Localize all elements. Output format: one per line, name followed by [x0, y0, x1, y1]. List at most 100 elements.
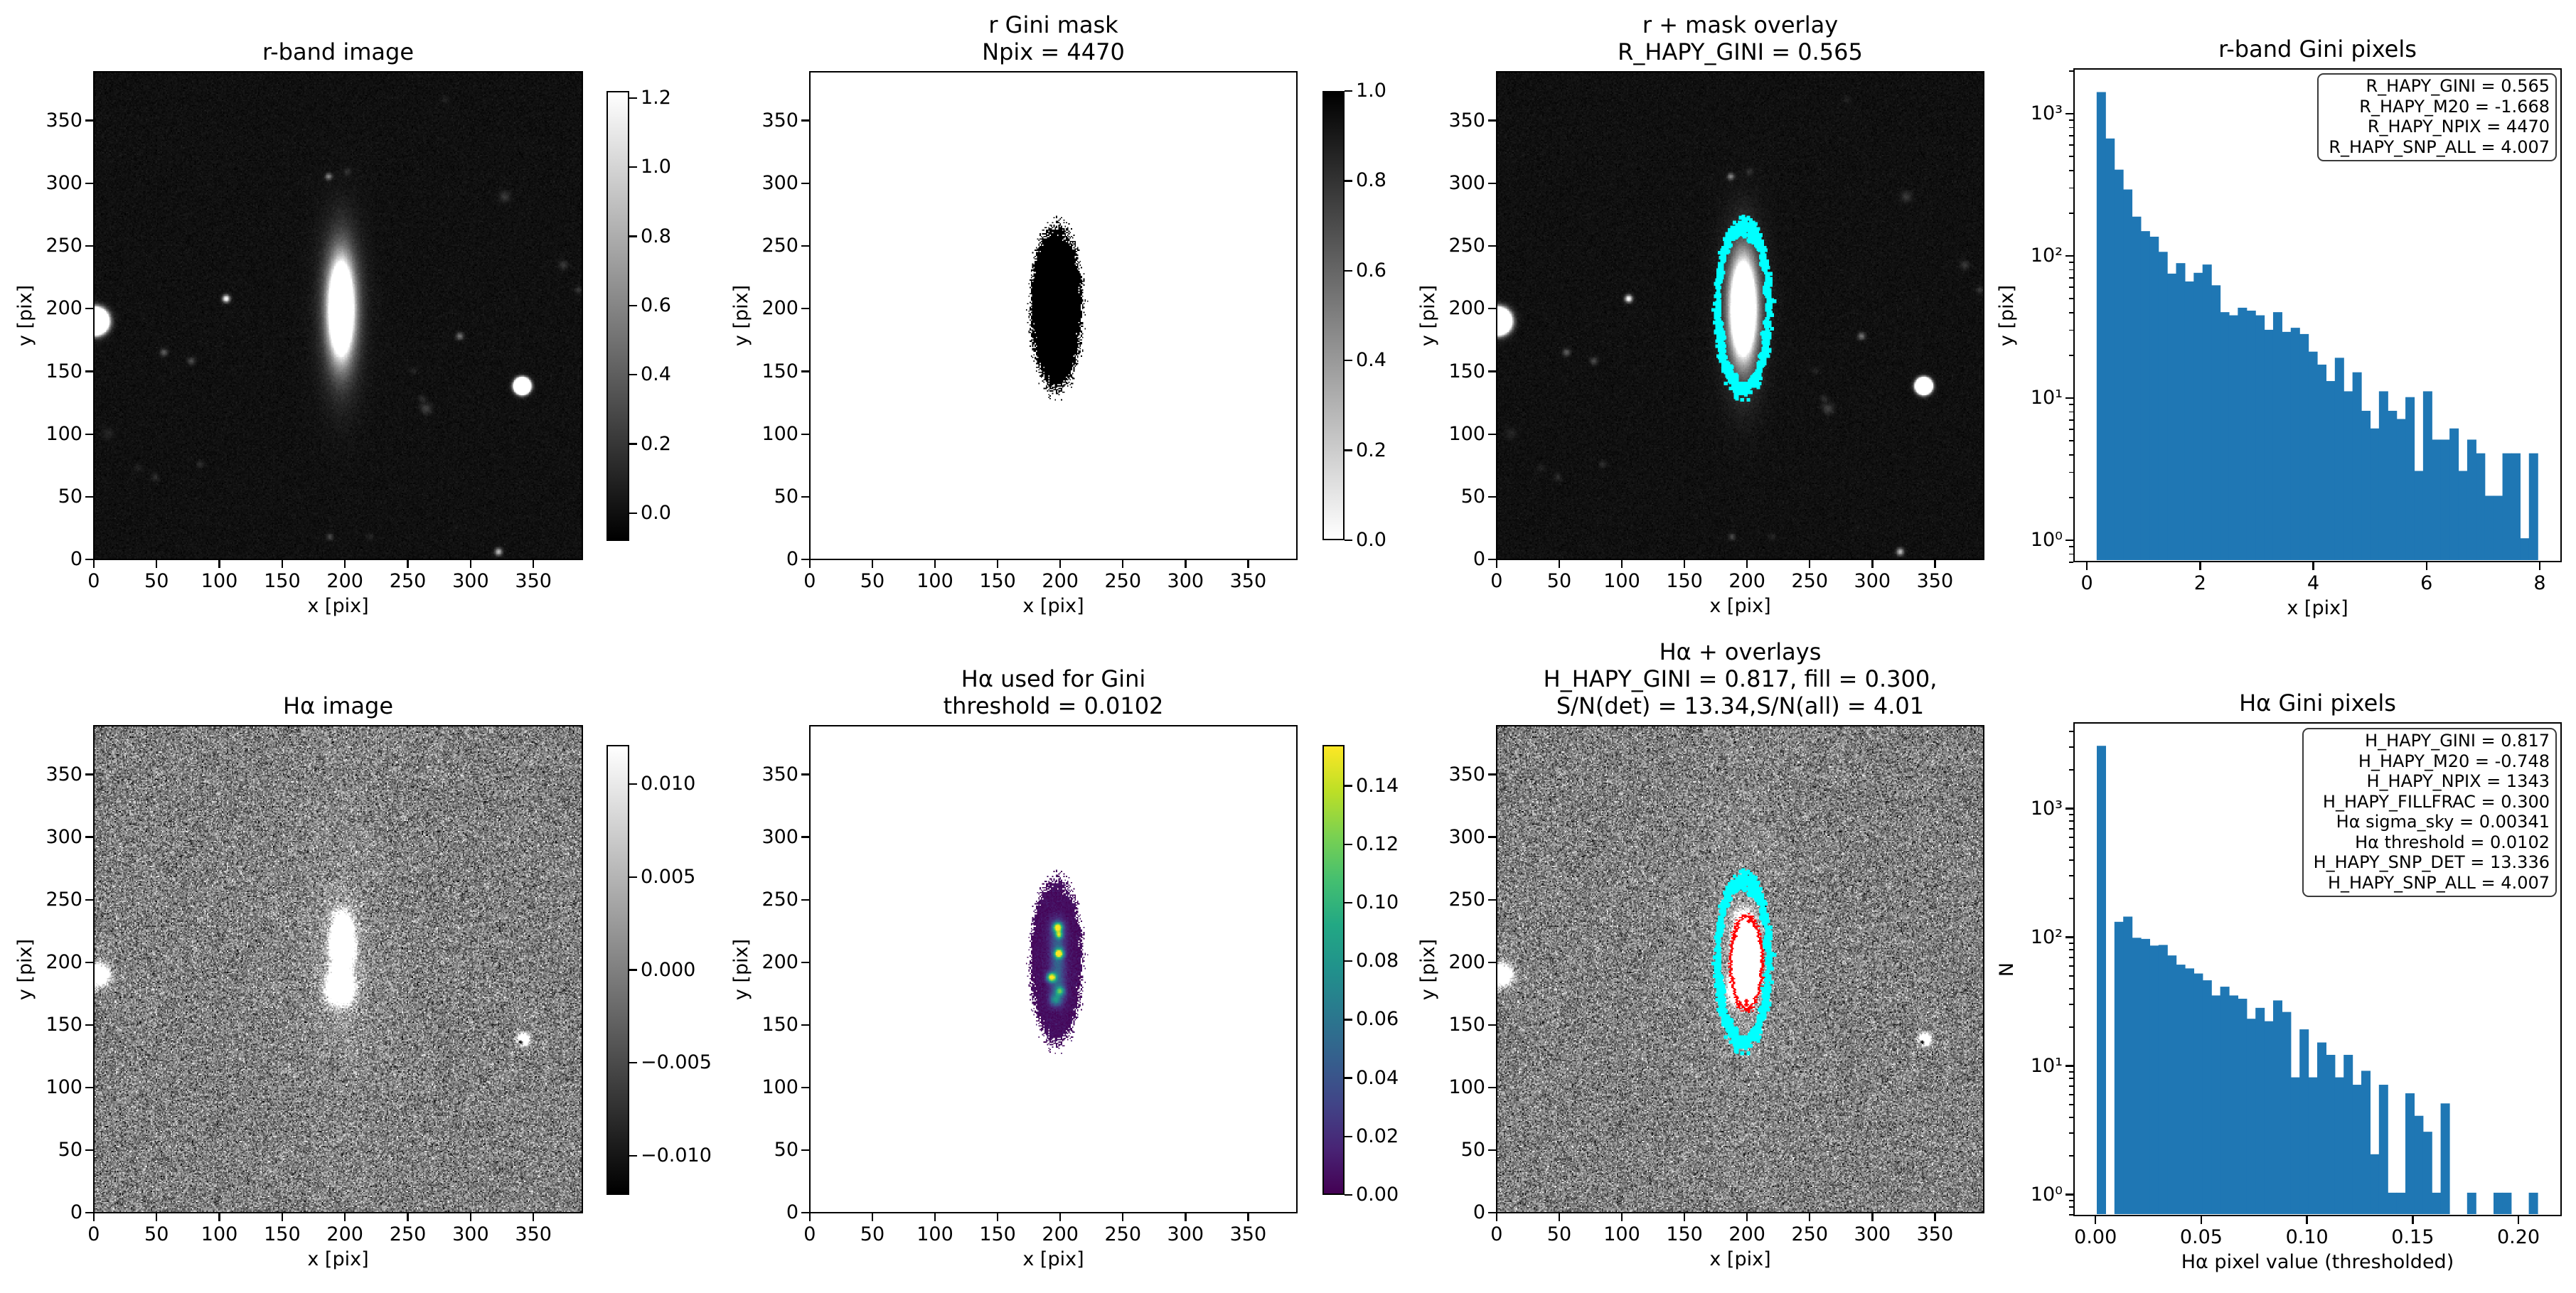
- x-axis-label: x [pix]: [1022, 1248, 1084, 1270]
- x-tick-label: 100: [201, 1223, 238, 1245]
- x-tick: [2412, 1216, 2414, 1224]
- x-tick: [281, 1213, 284, 1221]
- y-tick-label: 250: [1448, 235, 1485, 257]
- title-line: R_HAPY_GINI = 0.565: [1618, 38, 1863, 65]
- colorbar-tick-label: 0.005: [641, 865, 696, 888]
- y-tick-label: 50: [1460, 485, 1485, 508]
- stats-textbox: R_HAPY_GINI = 0.565 R_HAPY_M20 = -1.668 R_…: [2317, 73, 2557, 161]
- x-tick-label: 100: [1603, 570, 1640, 592]
- histogram-bar: [2308, 351, 2318, 560]
- histogram-bar: [2449, 428, 2459, 560]
- x-tick-label: 4: [2307, 572, 2320, 594]
- x-axis-label: Hα pixel value (thresholded): [2181, 1251, 2454, 1273]
- histogram-bar: [2299, 333, 2309, 560]
- histogram-bar: [2511, 453, 2521, 560]
- histogram-bar: [2388, 410, 2398, 560]
- y-tick: [1488, 1024, 1496, 1026]
- x-tick-label: 300: [1167, 570, 1204, 592]
- x-tick: [934, 560, 936, 568]
- y-tick-label: 0: [786, 548, 798, 571]
- colorbar-tick-label: 0.0: [1356, 529, 1386, 551]
- y-minor-tick: [2069, 1116, 2073, 1118]
- x-tick-label: 2: [2193, 572, 2206, 594]
- colorbar-tick-label: 0.06: [1356, 1008, 1399, 1031]
- x-tick-label: 0: [87, 1223, 100, 1245]
- y-tick: [801, 836, 809, 838]
- y-minor-tick: [2069, 1213, 2073, 1216]
- histogram-bar: [2352, 372, 2362, 560]
- y-axis-label: y [pix]: [1417, 284, 1439, 347]
- x-tick-label: 100: [1603, 1223, 1640, 1245]
- y-tick-label: 100: [1448, 1075, 1485, 1098]
- y-tick: [85, 1149, 93, 1152]
- y-tick: [1488, 182, 1496, 185]
- x-axis-label: x [pix]: [307, 1248, 369, 1270]
- x-tick-label: 250: [389, 1223, 427, 1245]
- y-tick-label: 200: [1448, 297, 1485, 320]
- y-tick: [801, 245, 809, 247]
- y-tick: [801, 370, 809, 372]
- x-tick: [407, 560, 409, 568]
- y-minor-tick: [2069, 156, 2073, 158]
- panel-title: Hα + overlays H_HAPY_GINI = 0.817, fill =…: [1243, 638, 2238, 719]
- x-tick-label: 50: [144, 570, 169, 592]
- stats-line: H_HAPY_NPIX = 1343: [2366, 771, 2550, 791]
- x-tick-label: 250: [1104, 570, 1142, 592]
- histogram-bar: [2290, 328, 2300, 560]
- histogram-bar: [2290, 1077, 2300, 1214]
- histogram-bar: [2432, 439, 2442, 560]
- ha-gini-image: [811, 726, 1296, 1212]
- colorbar-tick: [1345, 539, 1352, 542]
- x-tick: [2199, 562, 2201, 570]
- y-minor-tick: [2069, 975, 2073, 977]
- x-tick: [344, 560, 346, 568]
- x-tick-label: 50: [1546, 570, 1572, 592]
- x-tick: [469, 1213, 472, 1221]
- x-tick: [1934, 560, 1936, 568]
- y-axis-label: y [pix]: [1996, 284, 2018, 346]
- x-tick: [2425, 562, 2427, 570]
- x-tick: [533, 560, 535, 568]
- stats-line: H_HAPY_FILLFRAC = 0.300: [2322, 791, 2550, 812]
- colorbar-tick: [629, 304, 637, 307]
- x-tick-label: 50: [860, 1223, 885, 1245]
- x-tick-label: 100: [916, 570, 953, 592]
- y-minor-tick: [2069, 836, 2073, 838]
- y-tick-label: 50: [1460, 1139, 1485, 1161]
- x-tick-label: 0: [803, 570, 816, 592]
- colorbar-tick-label: 0.04: [1356, 1066, 1399, 1089]
- x-tick-label: 0.05: [2179, 1226, 2223, 1248]
- colorbar-tick-label: 0.10: [1356, 891, 1399, 913]
- y-tick: [1488, 433, 1496, 435]
- y-minor-tick: [2069, 1004, 2073, 1006]
- y-minor-tick: [2069, 298, 2073, 300]
- y-minor-tick: [2069, 1155, 2073, 1157]
- histogram-bar: [2422, 391, 2432, 560]
- histogram-bar: [2299, 1029, 2309, 1214]
- y-tick: [801, 1211, 809, 1214]
- histogram-bar: [2282, 331, 2292, 560]
- colorbar-tick-label: 0.8: [1356, 169, 1386, 192]
- panel-title: Hα used for Gini threshold = 0.0102: [556, 665, 1551, 719]
- histogram-bar: [2141, 938, 2150, 1214]
- histogram-bar: [2176, 965, 2186, 1214]
- x-tick: [1059, 1213, 1062, 1221]
- x-tick: [92, 560, 95, 568]
- histogram-bar: [2502, 453, 2512, 560]
- y-tick: [801, 1086, 809, 1089]
- y-tick-label: 50: [58, 1139, 82, 1161]
- histogram-bar: [2193, 272, 2203, 560]
- y-tick: [2065, 254, 2073, 257]
- histogram-bar: [2238, 999, 2248, 1214]
- y-minor-tick: [2069, 471, 2073, 473]
- r-mask-image: [811, 73, 1296, 559]
- x-tick: [1746, 560, 1748, 568]
- x-tick: [1495, 560, 1498, 568]
- r-image-axes: [93, 71, 583, 560]
- colorbar-tick-label: 0.08: [1356, 950, 1399, 972]
- colorbar-tick-label: 0.00: [1356, 1184, 1399, 1206]
- x-axis-label: x [pix]: [2287, 597, 2348, 619]
- x-tick: [1871, 560, 1874, 568]
- x-tick: [871, 1213, 874, 1221]
